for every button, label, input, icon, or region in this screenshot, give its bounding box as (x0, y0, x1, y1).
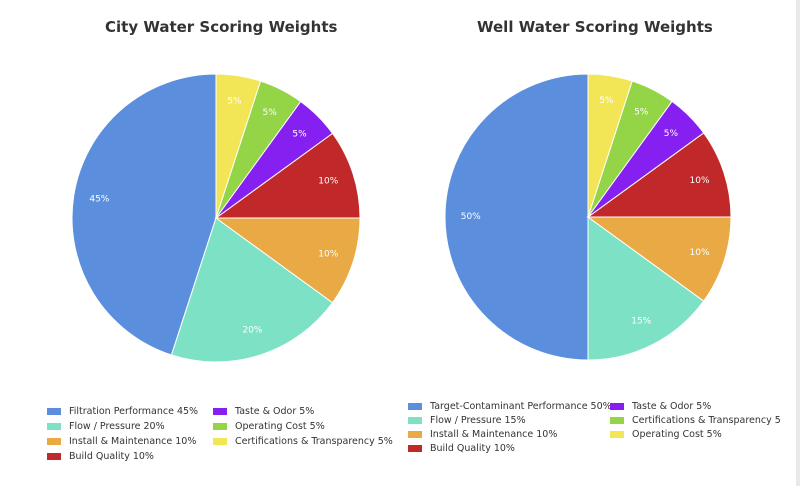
legend-item-operating-cost: Operating Cost 5% (213, 421, 325, 432)
legend-label: Install & Maintenance 10% (69, 436, 197, 447)
slice-label-taste-odor: 5% (664, 129, 679, 139)
pie-slice-target-contaminant-performance (444, 73, 589, 361)
slice-label-install-maintenance: 10% (690, 248, 710, 258)
legend-item-filtration-performance: Filtration Performance 45% (47, 406, 198, 417)
legend-item-operating-cost: Operating Cost 5% (610, 429, 722, 440)
legend-swatch (408, 445, 422, 452)
legend-label: Target-Contaminant Performance 50% (430, 401, 612, 412)
legend-label: Build Quality 10% (69, 451, 154, 462)
slice-label-install-maintenance: 10% (318, 249, 338, 259)
pie-slice-operating-cost (587, 73, 633, 218)
pie-slice-build-quality (214, 132, 361, 219)
legend-item-certifications-transparency: Certifications & Transparency 5% (213, 436, 393, 447)
legend-label: Filtration Performance 45% (69, 406, 199, 417)
legend-swatch (213, 423, 227, 430)
legend-label: Install & Maintenance 10% (430, 429, 558, 440)
legend-label: Certifications & Transparency 5% (235, 436, 393, 447)
legend-label: Flow / Pressure 15% (430, 415, 526, 426)
slice-label-build-quality: 10% (318, 177, 338, 187)
legend-swatch (610, 417, 624, 424)
legend-swatch (213, 408, 227, 415)
pie-slice-install-maintenance (214, 217, 361, 304)
legend-item-build-quality: Build Quality 10% (408, 443, 515, 454)
slice-label-certifications-transparency: 5% (227, 96, 242, 106)
slice-label-operating-cost: 5% (599, 96, 614, 106)
slice-label-flow-pressure: 15% (631, 316, 651, 326)
chart-title: City Water Scoring Weights (105, 18, 338, 36)
city-water-chart: City Water Scoring Weights 45% 20% 10% 10% 5… (47, 18, 393, 462)
legend-item-certifications-transparency: Certifications & Transparency 5 (610, 415, 781, 426)
legend-item-taste-odor: Taste & Odor 5% (213, 406, 314, 417)
chart-title: Well Water Scoring Weights (477, 18, 713, 36)
slice-label-operating-cost: 5% (262, 108, 277, 118)
pie-slice-build-quality (586, 132, 732, 218)
legend-swatch (47, 423, 61, 430)
legend-label: Operating Cost 5% (632, 429, 722, 440)
legend-swatch (610, 403, 624, 410)
pie-slice-certifications-transparency (215, 73, 262, 219)
legend-label: Flow / Pressure 20% (69, 421, 165, 432)
slice-label-target-contaminant-performance: 50% (461, 212, 481, 222)
slice-label-certifications-transparency: 5% (634, 108, 649, 118)
pie-slice-flow-pressure (587, 216, 705, 361)
city-water-pie: 45% 20% 10% 10% 5% 5% 5% (71, 73, 361, 363)
legend-swatch (213, 438, 227, 445)
legend-item-build-quality: Build Quality 10% (47, 451, 154, 462)
slice-label-filtration-performance: 45% (89, 195, 109, 205)
legend-label: Certifications & Transparency 5 (632, 415, 781, 426)
legend-item-flow-pressure: Flow / Pressure 20% (47, 421, 165, 432)
legend-item-flow-pressure: Flow / Pressure 15% (408, 415, 526, 426)
pie-slice-filtration-performance (71, 73, 217, 356)
legend-item-target-contaminant-performance: Target-Contaminant Performance 50% (408, 401, 612, 412)
legend-swatch (408, 417, 422, 424)
legend-swatch (408, 431, 422, 438)
legend-item-taste-odor: Taste & Odor 5% (610, 401, 711, 412)
window-edge (796, 0, 800, 486)
slice-label-build-quality: 10% (690, 176, 710, 186)
legend-item-install-maintenance: Install & Maintenance 10% (47, 436, 196, 447)
legend-swatch (408, 403, 422, 410)
well-water-chart: Well Water Scoring Weights 50% 15% 10% 10% 5… (400, 0, 800, 486)
legend-item-install-maintenance: Install & Maintenance 10% (408, 429, 557, 440)
slice-label-flow-pressure: 20% (242, 325, 262, 335)
pie-slice-install-maintenance (586, 216, 732, 302)
legend-label: Taste & Odor 5% (235, 406, 315, 417)
slice-label-taste-odor: 5% (292, 130, 307, 140)
legend-label: Build Quality 10% (430, 443, 515, 454)
legend-swatch (47, 408, 61, 415)
legend-label: Taste & Odor 5% (632, 401, 712, 412)
legend-swatch (47, 453, 61, 460)
pie-slice-flow-pressure (170, 217, 334, 363)
legend-swatch (610, 431, 624, 438)
legend-swatch (47, 438, 61, 445)
legend-label: Operating Cost 5% (235, 421, 325, 432)
well-water-pie: 50% 15% 10% 10% 5% 5% 5% (444, 73, 732, 361)
